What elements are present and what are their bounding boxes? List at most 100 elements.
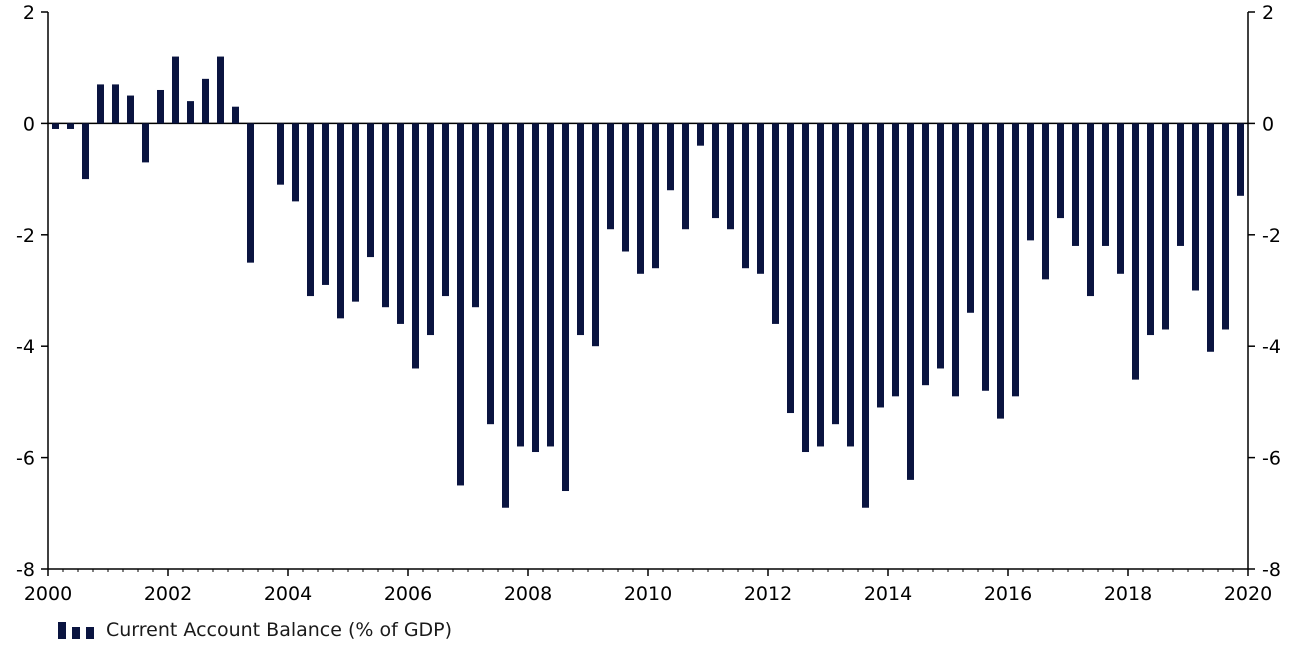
bar [502, 123, 509, 508]
bar [1147, 123, 1154, 336]
legend-swatch-mark [58, 621, 66, 639]
y-tick-label-right: -8 [1262, 559, 1281, 581]
x-tick-label: 2016 [984, 583, 1032, 605]
bar [982, 123, 989, 391]
bar [997, 123, 1004, 419]
bar [427, 123, 434, 336]
x-tick-label: 2000 [24, 583, 72, 605]
bar [757, 123, 764, 274]
bar [1042, 123, 1049, 280]
bar [1132, 123, 1139, 380]
x-tick-label: 2006 [384, 583, 432, 605]
bar [337, 123, 344, 319]
legend-swatch-mark [72, 626, 80, 639]
bar [562, 123, 569, 492]
bar [382, 123, 389, 308]
x-tick-label: 2010 [624, 583, 672, 605]
bar [907, 123, 914, 480]
bar [637, 123, 644, 274]
bar [97, 84, 104, 124]
y-tick-label-left: -8 [16, 559, 35, 581]
bar [1057, 123, 1064, 219]
bar [667, 123, 674, 191]
bar [577, 123, 584, 336]
y-tick-label-right: -4 [1262, 336, 1281, 358]
bar [832, 123, 839, 425]
bar [112, 84, 119, 124]
bar [772, 123, 779, 324]
bar [1177, 123, 1184, 246]
bar [52, 123, 59, 129]
bar [952, 123, 959, 397]
bar [802, 123, 809, 453]
legend-label: Current Account Balance (% of GDP) [106, 619, 453, 641]
bar [322, 123, 329, 285]
x-tick-label: 2020 [1224, 583, 1272, 605]
bar [187, 101, 194, 124]
bar [697, 123, 704, 146]
bar [1222, 123, 1229, 330]
bar [532, 123, 539, 453]
bar [472, 123, 479, 308]
bar [247, 123, 254, 263]
bar [1027, 123, 1034, 241]
y-tick-label-left: -4 [16, 336, 35, 358]
bar [1087, 123, 1094, 297]
bar [847, 123, 854, 447]
bar [352, 123, 359, 302]
x-tick-label: 2014 [864, 583, 912, 605]
y-tick-label-left: -6 [16, 448, 35, 470]
bar [367, 123, 374, 258]
x-tick-label: 2002 [144, 583, 192, 605]
bar [1072, 123, 1079, 246]
bar [787, 123, 794, 414]
bar [1102, 123, 1109, 246]
bar [547, 123, 554, 447]
bar [157, 89, 164, 124]
y-tick-label-right: 0 [1262, 113, 1274, 135]
bar [937, 123, 944, 369]
y-tick-label-left: -2 [16, 225, 35, 247]
legend-swatch [58, 621, 94, 639]
bar [202, 78, 209, 124]
bar [442, 123, 449, 297]
bar [892, 123, 899, 397]
bar [1237, 123, 1244, 196]
y-tick-label-left: 2 [23, 2, 35, 24]
bar [67, 123, 74, 129]
y-tick-label-left: 0 [23, 113, 35, 135]
x-tick-label: 2004 [264, 583, 312, 605]
bar [727, 123, 734, 230]
bar [457, 123, 464, 486]
bar [142, 123, 149, 163]
bar [1207, 123, 1214, 352]
bar [517, 123, 524, 447]
chart-bars [52, 56, 1244, 508]
legend-swatch-mark [86, 626, 94, 639]
bar [232, 106, 239, 124]
bar [307, 123, 314, 297]
bar [292, 123, 299, 202]
x-tick-label: 2008 [504, 583, 552, 605]
bar [1162, 123, 1169, 330]
bar [592, 123, 599, 347]
bar [1117, 123, 1124, 274]
bar [127, 95, 134, 124]
bar [742, 123, 749, 269]
bar [82, 123, 89, 180]
bar [607, 123, 614, 230]
bar [712, 123, 719, 219]
bar [217, 56, 224, 124]
x-tick-label: 2012 [744, 583, 792, 605]
x-tick-label: 2018 [1104, 583, 1152, 605]
bar [412, 123, 419, 369]
bar [817, 123, 824, 447]
y-tick-label-right: -6 [1262, 448, 1281, 470]
bar [487, 123, 494, 425]
bar [1012, 123, 1019, 397]
bar [277, 123, 284, 185]
bar [682, 123, 689, 230]
bar [862, 123, 869, 508]
bar [622, 123, 629, 252]
